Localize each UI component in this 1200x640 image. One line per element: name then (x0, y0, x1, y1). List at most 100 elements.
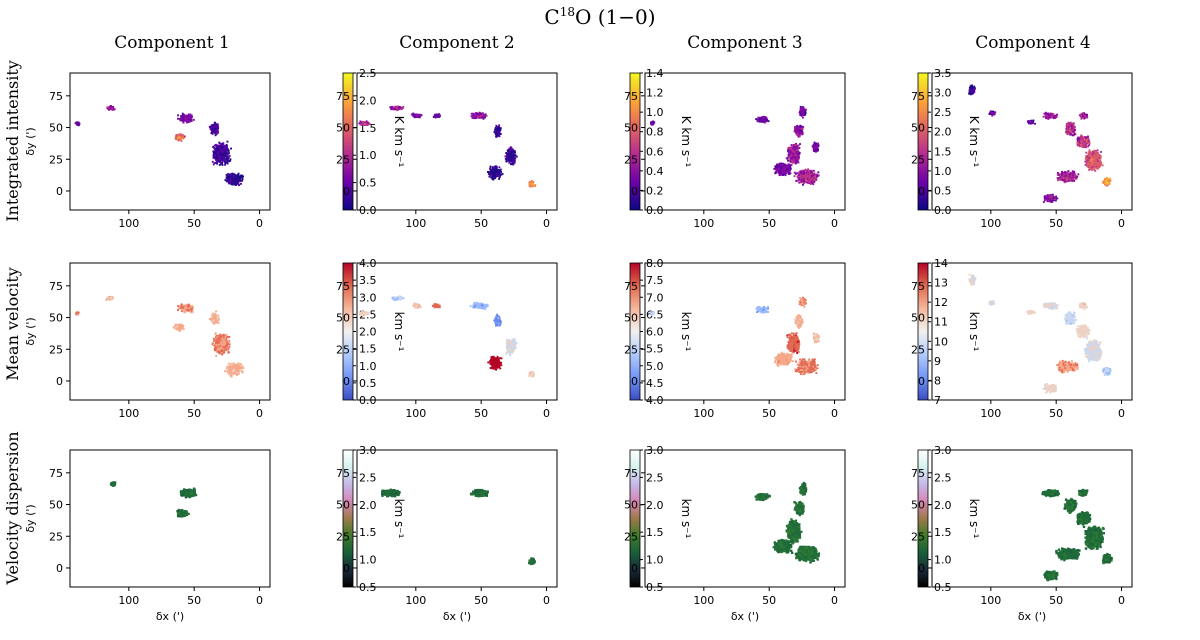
map-pixel (399, 107, 402, 110)
map-pixel (815, 150, 818, 152)
map-pixel (791, 147, 794, 150)
map-pixel (794, 160, 797, 163)
map-pixel (1090, 160, 1092, 163)
map-pixel (113, 108, 116, 111)
map-pixel (231, 172, 234, 175)
map-pixel (789, 153, 792, 155)
map-pixel (805, 176, 808, 178)
map-pixel (236, 177, 239, 179)
map-pixel (1065, 131, 1067, 134)
map-pixel (799, 129, 802, 132)
map-pixel (799, 173, 802, 176)
map-pixel (1085, 145, 1088, 148)
map-pixel (815, 173, 818, 176)
map-pixel (470, 112, 473, 115)
map-pixel (794, 130, 797, 133)
map-pixel (510, 163, 512, 166)
map-pixel (434, 114, 436, 116)
map-pixel (795, 173, 797, 175)
map-pixel (227, 176, 230, 179)
map-pixel (1065, 129, 1068, 132)
map-pixel (497, 134, 500, 137)
map-pixel (802, 107, 805, 110)
map-pixel (797, 158, 800, 161)
map-pixel (1089, 162, 1092, 165)
map-pixel (800, 113, 803, 116)
map-pixel (775, 167, 777, 170)
map-pixel (809, 183, 812, 185)
map-pixel (366, 124, 369, 126)
map-pixel (811, 145, 814, 148)
map-pixel (1096, 167, 1099, 170)
map-pixel (798, 172, 801, 175)
map-pixel (495, 168, 498, 171)
map-pixel (498, 176, 501, 179)
map-pixel (1106, 184, 1109, 187)
y-tick-label: 0 (343, 185, 350, 198)
map-pixel (787, 164, 789, 167)
map-pixel (220, 143, 223, 146)
figure-title: C18O (1−0) (544, 5, 655, 29)
y-tick-label: 50 (49, 122, 63, 135)
map-pixel (790, 154, 792, 157)
map-pixel (179, 136, 182, 139)
map-pixel (1093, 149, 1096, 152)
map-pixel (778, 171, 780, 174)
map-pixel (816, 148, 819, 151)
map-pixel (1085, 161, 1088, 164)
map-pixel (218, 155, 220, 158)
map-pixel (216, 123, 219, 126)
map-pixel (514, 151, 516, 154)
map-pixel (214, 134, 217, 137)
map-pixel (510, 154, 512, 157)
map-pixel (220, 146, 222, 149)
map-pixel (228, 181, 231, 183)
map-pixel (766, 118, 769, 121)
map-pixel (190, 114, 193, 117)
map-pixel (1073, 130, 1076, 133)
map-pixel (241, 175, 244, 178)
map-pixel (531, 185, 534, 188)
map-pixel (177, 117, 179, 120)
map-pixel (784, 170, 787, 173)
map-pixel (1085, 137, 1088, 139)
map-pixel (226, 152, 229, 155)
map-pixel (225, 143, 228, 146)
map-pixel (490, 170, 493, 173)
map-pixel (1091, 155, 1094, 158)
map-pixel (512, 158, 515, 161)
map-pixel (192, 118, 195, 121)
x-tick-label: 50 (474, 217, 488, 230)
map-pixel (238, 180, 241, 183)
map-pixel (799, 177, 802, 180)
map-pixel (800, 176, 802, 178)
map-pixel (498, 133, 501, 136)
map-pixel (111, 106, 114, 109)
map-pixel (209, 125, 212, 128)
map-pixel (798, 135, 801, 138)
map-pixel (1090, 164, 1093, 167)
map-pixel (1065, 125, 1068, 127)
map-pixel (500, 171, 502, 173)
map-pixel (414, 113, 417, 116)
map-pixel (217, 157, 220, 160)
map-pixel (177, 114, 179, 117)
map-pixel (1043, 112, 1046, 115)
map-pixel (788, 148, 791, 150)
map-pixel (1082, 141, 1085, 144)
map-pixel (792, 155, 795, 158)
map-pixel (231, 183, 234, 186)
map-pixel (181, 136, 184, 138)
y-tick-label: 0 (631, 185, 638, 198)
map-pixel (1068, 124, 1071, 127)
y-axis-label: δy (') (24, 127, 37, 155)
y-tick-label: 25 (336, 153, 350, 166)
map-pixel (495, 132, 498, 135)
map-pixel (495, 130, 497, 133)
map-pixel (499, 128, 502, 130)
map-pixel (815, 144, 817, 147)
map-pixel (365, 120, 368, 123)
column-title-3: Component 3 (687, 33, 803, 53)
map-pixel (240, 174, 243, 177)
